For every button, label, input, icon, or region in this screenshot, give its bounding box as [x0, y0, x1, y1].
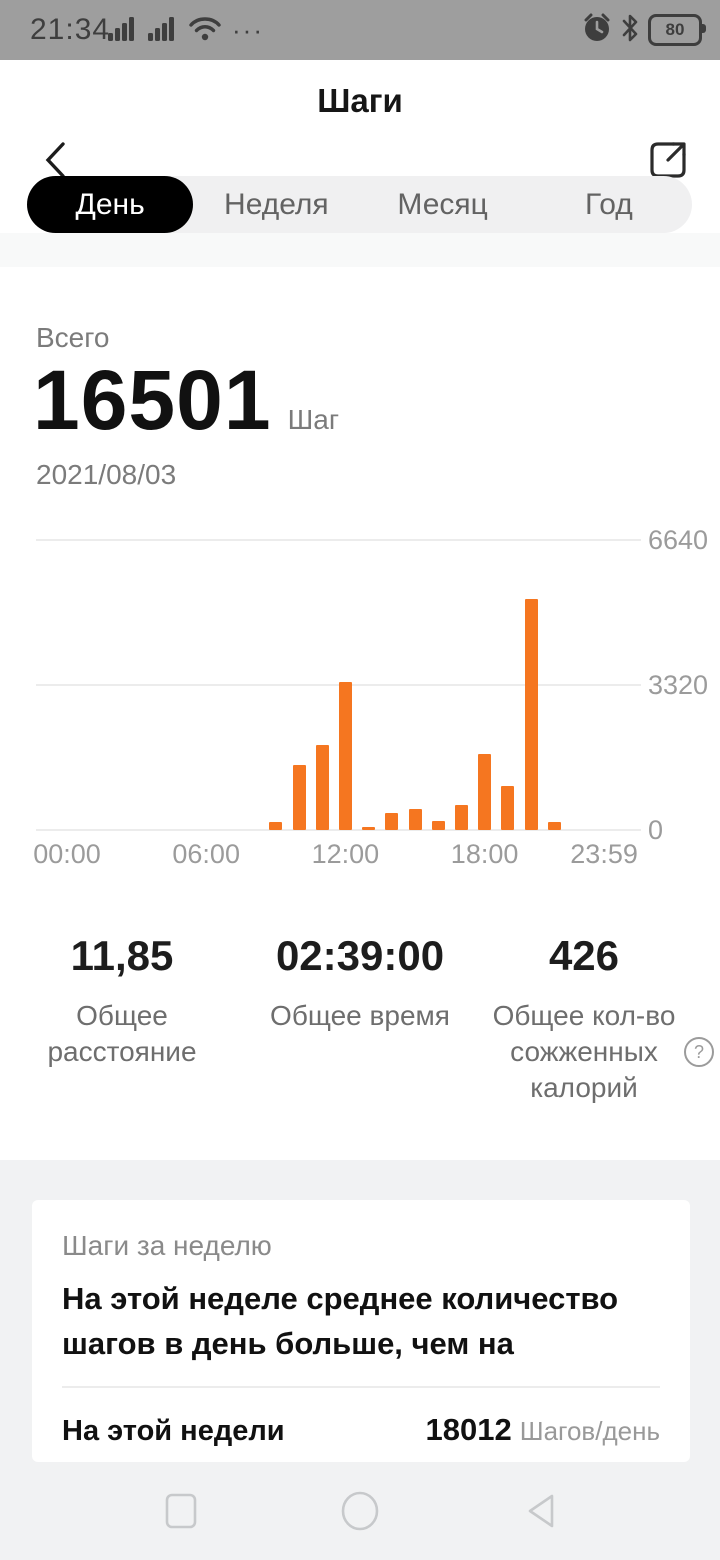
chart-bar [362, 827, 376, 830]
help-icon[interactable]: ? [684, 1037, 714, 1067]
time-label: Общее время [270, 1000, 450, 1031]
divider [62, 1386, 660, 1388]
chart-bar [269, 821, 283, 830]
x-tick-label: 23:59 [570, 839, 638, 869]
battery-percent: 80 [665, 20, 685, 39]
weekly-average-row: На этой недели 18012 Шагов/день [62, 1412, 660, 1448]
home-button[interactable] [330, 1486, 390, 1536]
stat-distance: 11,85 Общее расстояние [22, 932, 222, 1070]
weekly-row-unit: Шагов/день [519, 1416, 660, 1446]
gridline [36, 539, 641, 541]
chart-y-axis: 6640 3320 0 [648, 525, 718, 845]
calories-value: 426 [548, 932, 620, 979]
chart-bar [385, 812, 399, 830]
stat-calories: 426 Общее кол-во сожженных калорий [488, 932, 680, 1106]
tab-year[interactable]: Год [584, 187, 633, 221]
share-icon[interactable] [644, 136, 692, 184]
section-gap [0, 233, 720, 267]
tab-week[interactable]: Неделя [224, 187, 329, 221]
x-tick-label: 06:00 [172, 839, 240, 869]
date-label: 2021/08/03 [36, 459, 177, 490]
android-nav-bar [0, 1462, 720, 1560]
chart-bar [338, 681, 352, 830]
bluetooth-icon [620, 13, 640, 48]
status-bar: 21:34 ·· [0, 0, 720, 60]
chart-bar [478, 754, 492, 830]
chart-bar [454, 805, 468, 830]
chart-bar [431, 820, 445, 830]
time-value: 02:39:00 [275, 932, 445, 979]
back-button[interactable] [36, 138, 80, 182]
recents-button[interactable] [151, 1486, 211, 1536]
total-label: Всего [36, 322, 110, 353]
steps-bar-chart [36, 539, 641, 831]
x-tick-label: 00:00 [33, 839, 101, 869]
wifi-icon [188, 13, 222, 48]
period-tabs: День Неделя Месяц Год [27, 176, 692, 233]
gridline [36, 829, 641, 831]
status-time: 21:34 [30, 13, 111, 46]
x-tick-label: 18:00 [450, 839, 519, 869]
chart-bar [547, 822, 561, 830]
battery-icon: 80 [648, 14, 706, 46]
signal-icon [148, 13, 178, 48]
weekly-steps-card: Шаги за неделю На этой неделе среднее ко… [32, 1200, 690, 1462]
chart-bar [501, 786, 515, 830]
chart-bar [292, 764, 306, 830]
total-steps-unit: Шаг [287, 404, 340, 435]
weekly-row-value: 18012 [425, 1412, 512, 1447]
more-dots-icon: ··· [232, 15, 264, 45]
page-title: Шаги [317, 82, 403, 119]
gridline [36, 684, 641, 686]
weekly-section-label: Шаги за неделю [62, 1230, 272, 1261]
distance-value: 11,85 [70, 932, 174, 979]
y-tick-label: 3320 [648, 670, 709, 700]
back-nav-button[interactable] [512, 1486, 572, 1536]
weekly-headline: На этой неделе среднее количество шагов … [62, 1281, 619, 1361]
tab-day[interactable]: День [27, 176, 194, 233]
chart-bar [524, 599, 538, 830]
alarm-icon [582, 13, 612, 48]
daily-steps-card: Всего 16501 Шаг 2021/08/03 6640 3320 0 00:… [0, 267, 720, 1160]
distance-label: Общее расстояние [47, 1000, 197, 1067]
tab-month[interactable]: Месяц [397, 187, 488, 221]
chart-bar [315, 745, 329, 830]
stat-time: 02:39:00 Общее время [250, 932, 470, 1034]
weekly-row-label: На этой недели [62, 1415, 285, 1447]
calories-label: Общее кол-во сожженных калорий [492, 1000, 676, 1103]
chart-bar [408, 809, 422, 830]
x-tick-label: 12:00 [311, 839, 380, 869]
signal-icon [108, 13, 138, 48]
total-steps-value: 16501 [33, 353, 272, 447]
y-tick-label: 0 [648, 815, 664, 845]
app-header: Шаги [0, 60, 720, 178]
y-tick-label: 6640 [648, 525, 709, 555]
chart-x-axis: 00:00 06:00 12:00 18:00 23:59 [33, 839, 641, 879]
